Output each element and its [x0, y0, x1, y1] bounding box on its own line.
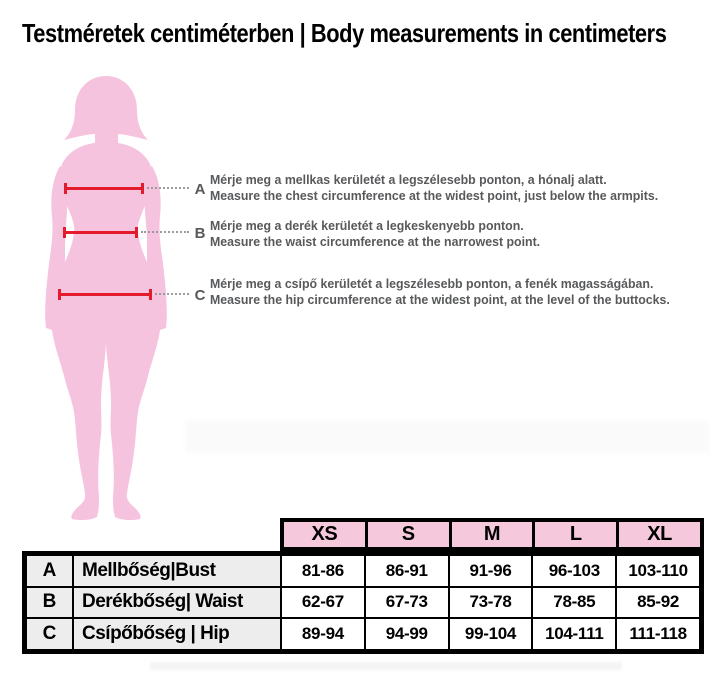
bust-m: 91-96: [449, 556, 532, 586]
waist-description: Mérje meg a derék kerületét a legkeskeny…: [210, 218, 540, 250]
bust-xs: 81-86: [282, 556, 364, 586]
callout-letter-a: A: [194, 181, 206, 198]
silhouette-body: [50, 142, 162, 521]
row-label: Derékbőség| Waist: [74, 587, 280, 618]
waist-xs: 62-67: [282, 587, 364, 618]
waist-xl: 85-92: [617, 587, 699, 618]
measure-tick-icon: [135, 227, 138, 238]
female-silhouette: [22, 74, 194, 526]
measure-tick-icon: [58, 289, 61, 300]
faint-watermark-artifact: [185, 421, 710, 453]
row-letter: A: [27, 556, 72, 586]
page-title: Testméretek centiméterben | Body measure…: [22, 18, 667, 48]
hip-l: 104-111: [533, 619, 616, 649]
row-label: Mellbőség|Bust: [74, 556, 280, 586]
measure-tick-icon: [149, 289, 152, 300]
silhouette-hair: [64, 76, 148, 140]
hip-description-en: Measure the hip circumference at the wid…: [210, 292, 670, 307]
size-header-xs: XS: [284, 522, 365, 547]
hip-s: 94-99: [365, 619, 448, 649]
chest-callout-connector: [147, 187, 189, 189]
hip-m: 99-104: [449, 619, 532, 649]
waist-callout-connector: [141, 231, 189, 233]
faint-watermark-artifact: [150, 662, 622, 670]
hip-callout-connector: [155, 293, 189, 295]
waist-description-hu: Mérje meg a derék kerületét a legkeskeny…: [210, 218, 524, 233]
bust-xl: 103-110: [617, 556, 699, 586]
chest-description-en: Measure the chest circumference at the w…: [210, 188, 659, 203]
size-header-xl: XL: [619, 522, 700, 547]
female-silhouette-svg: [45, 76, 167, 521]
waist-m: 73-78: [449, 587, 532, 618]
hip-xs: 89-94: [282, 619, 364, 649]
bust-s: 86-91: [365, 556, 448, 586]
measure-tick-icon: [64, 183, 67, 194]
hip-description: Mérje meg a csípő kerületét a legszélese…: [210, 276, 670, 308]
measure-tick-icon: [141, 183, 144, 194]
size-table: XS S M L XL A Mellbőség|Bust 81-86 86-91…: [22, 518, 704, 654]
row-label: Csípőbőség | Hip: [74, 619, 280, 649]
waist-measure-line: [63, 227, 138, 238]
size-header-l: L: [535, 522, 617, 547]
size-header-s: S: [367, 522, 449, 547]
chest-description: Mérje meg a mellkas kerületét a legszéle…: [210, 172, 658, 204]
row-letter: C: [27, 619, 72, 649]
bust-l: 96-103: [533, 556, 616, 586]
hip-xl: 111-118: [617, 619, 699, 649]
hip-description-hu: Mérje meg a csípő kerületét a legszélese…: [210, 276, 654, 291]
chest-description-hu: Mérje meg a mellkas kerületét a legszéle…: [210, 172, 607, 187]
row-letter: B: [27, 587, 72, 618]
hip-measure-line: [58, 289, 152, 300]
chest-measure-line: [64, 183, 144, 194]
callout-letter-c: C: [194, 287, 206, 304]
size-table-body: A Mellbőség|Bust 81-86 86-91 91-96 96-10…: [22, 551, 704, 654]
measure-tick-icon: [63, 227, 66, 238]
size-header-m: M: [451, 522, 533, 547]
waist-l: 78-85: [533, 587, 616, 618]
size-table-header-row: XS S M L XL: [280, 518, 704, 551]
waist-s: 67-73: [365, 587, 448, 618]
callout-letter-b: B: [194, 225, 206, 242]
waist-description-en: Measure the waist circumference at the n…: [210, 234, 541, 249]
